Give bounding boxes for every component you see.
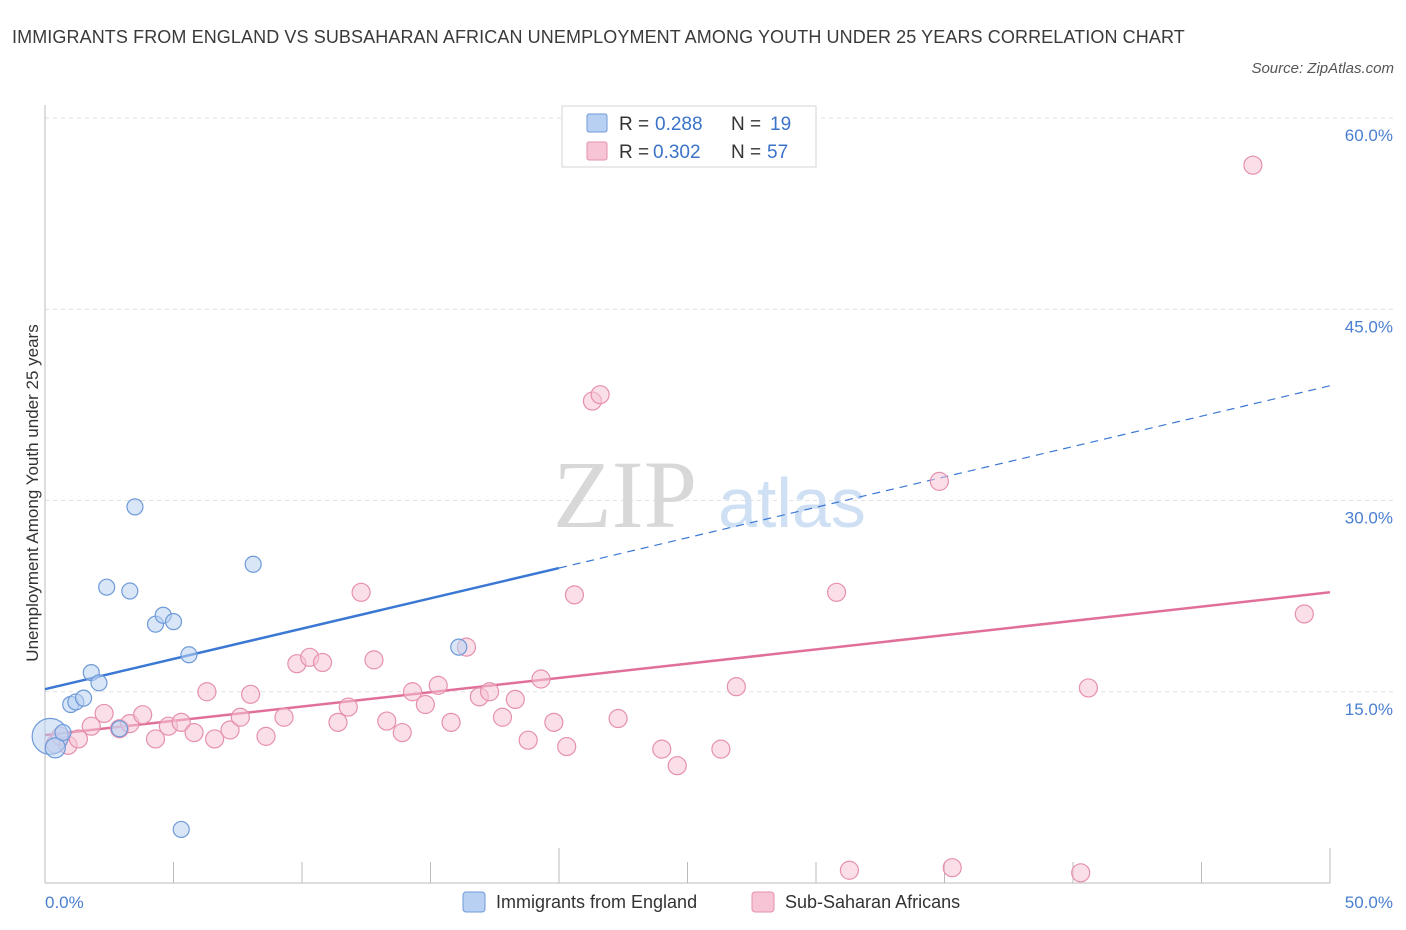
subsaharan-point-52 [929,471,949,491]
subsaharan-point-29 [402,682,423,702]
subsaharan-point-54 [1071,863,1091,883]
subsaharan-point-25 [351,582,371,602]
legend-n-label-2: N = [731,142,761,163]
subsaharan-point-48 [711,739,731,759]
subsaharan-point-8 [133,705,153,725]
y-tick-label-3: 60.0% [1345,126,1393,145]
x-tick-label-1: 50.0% [1345,893,1393,912]
england-point-8 [98,578,116,596]
subsaharan-point-18 [256,726,276,746]
subsaharan-point-28 [392,722,412,743]
subsaharan-point-13 [197,682,217,702]
y-tick-label-0: 15.0% [1345,700,1393,719]
legend-swatch-pink [586,141,608,161]
subsaharan-point-14 [205,729,225,749]
legend-n-value-2: 57 [767,142,788,163]
y-tick-label-1: 30.0% [1345,509,1393,528]
legend-swatch-england [462,891,486,913]
subsaharan-point-11 [171,712,191,732]
x-tick-label-0: 0.0% [45,893,84,912]
series-legend: Immigrants from England Sub-Saharan Afri… [462,891,960,913]
subsaharan-trend-line [44,591,1331,737]
subsaharan-point-40 [544,712,564,732]
watermark: ZIP atlas [553,441,866,548]
england-point-15 [180,646,198,664]
england-point-11 [126,498,144,516]
subsaharan-point-9 [145,729,166,749]
legend-swatch-blue [586,113,608,133]
subsaharan-point-45 [608,708,628,729]
y-axis-label: Unemployment Among Youth under 25 years [23,324,42,661]
subsaharan-point-31 [428,675,448,695]
england-point-16 [244,555,262,573]
legend-n-label-1: N = [731,114,761,135]
subsaharan-point-53 [942,858,962,878]
england-point-14 [164,613,183,631]
watermark-zip: ZIP [553,441,697,548]
subsaharan-point-50 [826,582,847,602]
england-point-2 [54,723,72,742]
subsaharan-point-35 [480,682,500,702]
subsaharan-point-19 [274,707,294,727]
subsaharan-point-56 [1243,155,1263,175]
subsaharan-point-55 [1078,678,1099,698]
subsaharan-point-26 [364,650,384,670]
subsaharan-point-30 [415,694,435,715]
legend-r-label-2: R = [619,142,649,163]
subsaharan-point-3 [68,729,89,749]
legend-n-value-1: 19 [770,114,791,135]
england-point-9 [110,720,129,738]
data-points [31,155,1314,883]
subsaharan-point-51 [839,860,860,880]
subsaharan-point-17 [241,684,261,704]
watermark-atlas: atlas [718,464,866,542]
england-point-5 [74,689,93,707]
subsaharan-point-23 [328,712,348,732]
subsaharan-point-12 [184,722,204,743]
subsaharan-point-32 [441,712,461,732]
subsaharan-point-24 [338,697,358,717]
subsaharan-point-46 [652,739,672,759]
subsaharan-point-49 [726,677,746,697]
subsaharan-point-44 [590,385,610,405]
subsaharan-point-27 [377,711,397,731]
correlation-legend: R = 0.288 N = 19 R = 0.302 N = 57 [561,105,817,168]
england-point-10 [121,582,139,600]
subsaharan-point-15 [220,720,240,740]
y-tick-labels: 15.0% 30.0% 45.0% 60.0% [1345,126,1393,719]
subsaharan-point-16 [230,707,250,727]
legend-label-subsaharan: Sub-Saharan Africans [785,892,960,912]
y-tick-label-2: 45.0% [1345,317,1393,336]
subsaharan-point-37 [505,689,525,710]
legend-r-value-2: 0.302 [653,142,701,163]
subsaharan-point-5 [94,703,114,724]
england-trend-line [44,566,560,691]
subsaharan-point-38 [518,730,538,750]
subsaharan-point-22 [312,652,333,673]
subsaharan-point-41 [557,736,577,757]
subsaharan-point-42 [564,585,585,605]
england-point-18 [172,820,190,839]
x-tick-labels: 0.0% 50.0% [45,893,1393,912]
england-point-17 [450,638,468,656]
gridlines [45,117,1395,693]
legend-swatch-subsaharan [751,891,775,913]
subsaharan-point-36 [492,707,513,727]
chart-title: IMMIGRANTS FROM ENGLAND VS SUBSAHARAN AF… [12,27,1185,47]
legend-label-england: Immigrants from England [496,892,697,912]
subsaharan-point-57 [1294,604,1314,624]
legend-r-value-1: 0.288 [655,114,703,135]
trend-lines [44,385,1331,737]
subsaharan-point-4 [81,716,101,736]
subsaharan-point-47 [667,756,687,776]
legend-r-label-1: R = [619,114,649,135]
england-point-7 [90,674,108,692]
england-point-1 [44,737,66,759]
subsaharan-point-39 [531,669,551,689]
source-label: Source: ZipAtlas.com [1251,60,1394,77]
